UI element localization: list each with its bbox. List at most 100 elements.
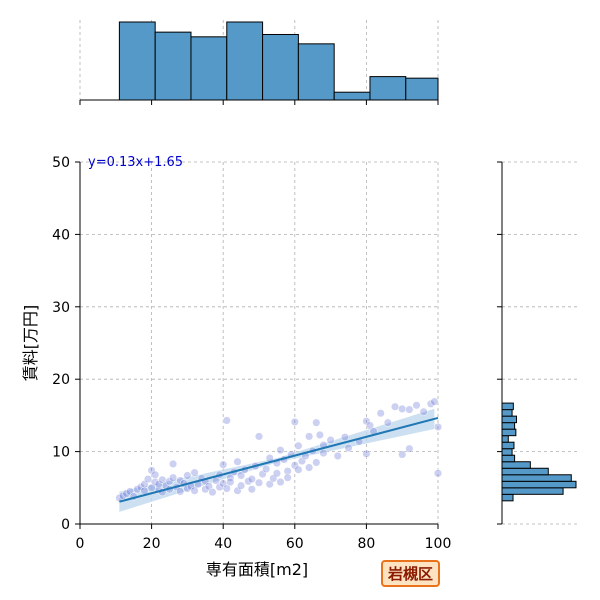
x-tick-label: 40 — [214, 536, 232, 552]
x-tick-label: 0 — [76, 536, 85, 552]
scatter-point — [398, 404, 407, 413]
scatter-point — [158, 475, 167, 484]
top-histogram — [79, 20, 439, 105]
x-hist-bar — [297, 43, 335, 101]
scatter-points — [115, 397, 443, 502]
scatter-point — [169, 473, 178, 482]
scatter-point — [433, 469, 443, 478]
scatter-point — [412, 401, 421, 410]
y-hist-bar — [501, 487, 564, 495]
scatter-point — [247, 485, 256, 494]
x-hist-bar — [333, 91, 371, 101]
y-hist-bar — [501, 480, 577, 489]
main-axes: 0 20 40 60 80 100 0 10 20 30 40 50 — [52, 155, 451, 552]
scatter-point — [398, 450, 407, 459]
scatter-point — [283, 467, 292, 476]
y-tick-label: 30 — [52, 300, 70, 316]
scatter-point — [276, 477, 285, 487]
x-hist-bar — [154, 31, 192, 101]
scatter-point — [254, 478, 264, 487]
x-tick-label: 100 — [425, 536, 452, 552]
y-tick-label: 0 — [61, 517, 70, 533]
y-hist-bar — [501, 441, 515, 450]
y-tick-label: 40 — [52, 227, 70, 243]
scatter-point — [190, 468, 199, 477]
y-hist-bar — [501, 422, 516, 430]
regression-line — [119, 416, 439, 503]
scatter-point — [183, 471, 192, 480]
scatter-point — [383, 418, 392, 427]
scatter-point — [294, 441, 303, 450]
scatter-point — [204, 482, 213, 491]
scatter-point — [290, 417, 299, 426]
scatter-point — [169, 459, 178, 468]
scatter-point — [151, 470, 160, 479]
x-hist-bar — [226, 21, 264, 101]
scatter-point — [433, 422, 443, 432]
scatter-point — [143, 475, 153, 484]
scatter-point — [222, 484, 231, 493]
y-tick-label: 10 — [52, 445, 70, 461]
y-hist-bar — [501, 435, 509, 443]
scatter-point — [140, 486, 149, 495]
y-hist-bar — [501, 467, 549, 476]
scatter-point — [237, 481, 246, 490]
scatter-point — [365, 421, 375, 430]
y-hist-bar — [501, 461, 531, 469]
x-hist-bar — [190, 36, 228, 101]
scatter-point — [430, 397, 439, 406]
scatter-point — [376, 409, 385, 418]
x-tick-label: 80 — [357, 536, 375, 552]
right-histogram — [497, 161, 577, 525]
scatter-point — [247, 475, 256, 484]
scatter-point — [315, 430, 324, 439]
scatter-point — [405, 444, 414, 453]
scatter-point — [276, 446, 285, 455]
y-hist-bar — [501, 448, 513, 456]
x-hist-bar — [262, 33, 299, 101]
scatter-point — [283, 473, 292, 482]
scatter-point — [222, 416, 231, 425]
y-tick-label: 20 — [52, 372, 70, 388]
scatter-point — [419, 407, 428, 416]
scatter-point — [340, 433, 349, 442]
scatter-point — [333, 451, 342, 460]
scatter-point — [319, 448, 328, 458]
y-hist-bar — [501, 402, 514, 411]
scatter-point — [312, 418, 321, 427]
scatter-point — [326, 435, 335, 445]
y-hist-bar — [501, 493, 514, 502]
regression-equation: y=0.13x+1.65 — [88, 155, 183, 170]
x-tick-label: 60 — [286, 536, 304, 552]
scatter-point — [312, 458, 321, 467]
y-hist-bar — [501, 474, 572, 482]
x-hist-bar — [369, 76, 407, 101]
scatter-point — [254, 432, 264, 441]
x-axis-label: 専有面積[m2] — [206, 560, 308, 579]
scatter-point — [305, 432, 314, 441]
scatter-point — [305, 463, 314, 472]
y-hist-bar — [501, 415, 517, 424]
y-hist-bar — [501, 428, 517, 437]
scatter-point — [233, 457, 242, 466]
x-hist-bar — [405, 77, 439, 101]
scatter-point — [405, 405, 414, 414]
scatter-point — [176, 487, 185, 496]
scatter-point — [294, 465, 303, 474]
scatter-point — [237, 471, 246, 480]
x-tick-label: 20 — [143, 536, 161, 552]
x-hist-bar — [118, 21, 156, 101]
scatter-point — [226, 477, 235, 487]
y-axis-label: 賃料[万円] — [21, 305, 40, 382]
y-tick-label: 50 — [52, 155, 70, 171]
scatter-point — [265, 480, 274, 489]
y-hist-bar — [501, 454, 516, 463]
region-badge: 岩槻区 — [381, 560, 441, 587]
scatter-point — [390, 402, 400, 411]
scatter-point — [262, 464, 271, 474]
scatter-point — [272, 469, 281, 478]
scatter-point — [208, 488, 217, 497]
y-hist-bar — [501, 409, 513, 417]
scatter-point — [190, 486, 199, 495]
